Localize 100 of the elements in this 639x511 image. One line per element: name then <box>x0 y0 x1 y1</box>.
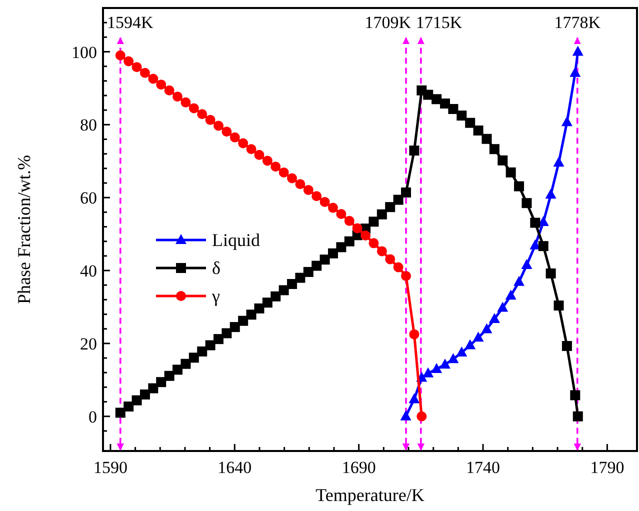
point <box>456 110 467 121</box>
point <box>262 298 272 308</box>
ref-line-label: 1594K <box>107 13 154 32</box>
y-tick-label: 60 <box>80 188 97 208</box>
point <box>303 184 314 195</box>
ref-line-label: 1715K <box>416 13 463 32</box>
point <box>213 334 224 344</box>
point <box>188 103 199 114</box>
point <box>401 187 412 198</box>
point <box>148 74 158 84</box>
point <box>295 179 306 190</box>
point <box>376 209 387 220</box>
point <box>352 223 362 234</box>
point <box>295 272 306 283</box>
point <box>246 310 256 320</box>
point <box>230 322 240 332</box>
ref-line-label: 1778K <box>554 13 602 32</box>
point <box>489 144 500 154</box>
point <box>385 202 396 212</box>
point <box>124 402 134 412</box>
point <box>140 68 150 78</box>
point <box>572 411 583 422</box>
point <box>530 218 540 228</box>
point <box>570 390 580 400</box>
point <box>278 167 289 178</box>
point <box>400 410 412 420</box>
x-tick-label: 1690 <box>342 458 376 477</box>
point <box>422 367 434 378</box>
point <box>336 209 346 220</box>
point <box>456 346 468 357</box>
point <box>472 332 484 342</box>
point <box>287 173 298 184</box>
legend-label: δ <box>212 258 220 278</box>
point <box>254 150 264 160</box>
point <box>287 279 298 290</box>
point <box>522 198 532 208</box>
point <box>328 248 338 258</box>
point <box>481 323 492 334</box>
point <box>124 56 134 66</box>
point <box>148 383 158 394</box>
point <box>473 126 484 136</box>
point <box>320 254 330 265</box>
y-tick-label: 80 <box>80 116 97 135</box>
point <box>385 254 396 264</box>
point <box>320 196 330 207</box>
point <box>172 364 183 375</box>
point <box>270 162 281 172</box>
point <box>336 242 346 252</box>
point <box>497 302 508 312</box>
point <box>156 377 166 388</box>
point <box>538 241 548 252</box>
point <box>448 104 458 114</box>
point <box>368 216 379 227</box>
point <box>464 339 476 350</box>
point <box>440 358 451 369</box>
point <box>488 313 500 324</box>
point <box>546 268 556 278</box>
point <box>545 188 556 199</box>
y-tick-label: 0 <box>88 407 97 426</box>
point <box>554 300 564 311</box>
point <box>270 291 281 302</box>
point <box>431 362 442 373</box>
point <box>505 290 516 300</box>
point <box>238 316 248 326</box>
point <box>164 85 174 96</box>
point <box>180 358 191 369</box>
point <box>132 395 142 406</box>
point <box>521 259 532 270</box>
point <box>205 340 216 350</box>
point <box>115 50 126 60</box>
point <box>180 97 191 108</box>
point <box>222 126 232 137</box>
point <box>514 181 524 192</box>
point <box>506 167 516 178</box>
point <box>132 62 142 72</box>
point <box>140 389 150 400</box>
point <box>254 303 264 314</box>
point <box>312 191 322 202</box>
point <box>572 46 584 56</box>
x-axis-title: Temperature/K <box>316 485 424 505</box>
point <box>238 138 248 148</box>
point <box>222 328 232 338</box>
point <box>230 132 240 142</box>
point <box>498 155 508 166</box>
x-tick-label: 1590 <box>93 458 128 477</box>
point <box>409 146 420 156</box>
point <box>197 109 208 120</box>
point <box>188 352 199 363</box>
point <box>303 266 314 277</box>
y-axis-title: Phase Fraction/wt.% <box>14 155 34 304</box>
y-tick-label: 20 <box>80 334 97 354</box>
x-tick-label: 1790 <box>590 458 624 477</box>
point <box>344 216 354 226</box>
y-tick-label: 100 <box>72 42 97 62</box>
point <box>360 230 371 241</box>
legend-label: γ <box>211 286 220 306</box>
point <box>156 80 166 90</box>
point <box>393 262 404 272</box>
point <box>393 194 404 205</box>
point <box>409 329 420 340</box>
